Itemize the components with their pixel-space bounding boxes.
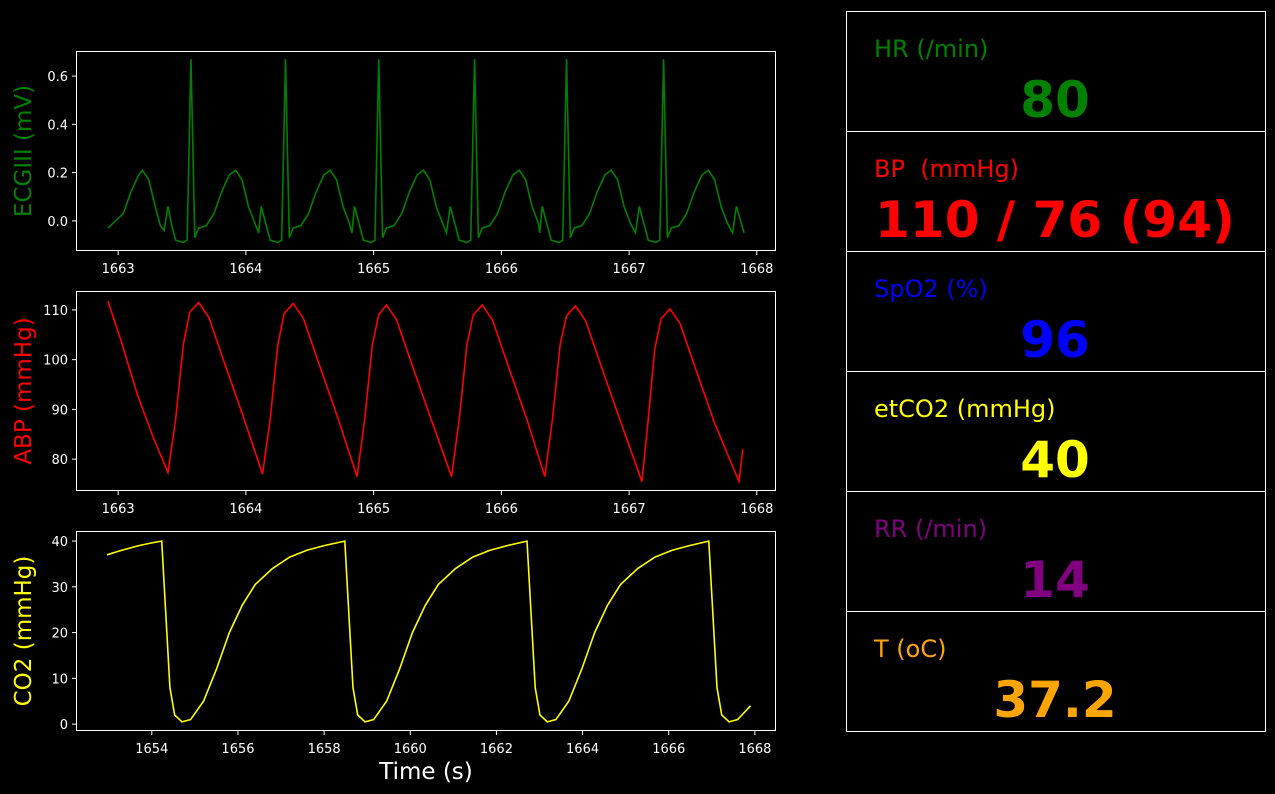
axes-frame xyxy=(76,291,776,491)
x-tick-label: 1660 xyxy=(394,742,427,757)
x-tick-label: 1658 xyxy=(308,742,341,757)
vital-value: 80 xyxy=(1020,71,1090,129)
x-tick-label: 1668 xyxy=(740,262,773,277)
y-tick-label: 0.2 xyxy=(47,167,68,182)
x-tick-label: 1664 xyxy=(229,502,262,517)
vital-box xyxy=(846,611,1266,732)
vital-label: RR (/min) xyxy=(874,515,987,543)
y-axis-label: CO2 (mmHg) xyxy=(11,556,37,707)
vital-value: 40 xyxy=(1020,431,1090,489)
y-tick-label: 100 xyxy=(43,354,68,369)
y-tick-label: 90 xyxy=(51,403,68,418)
vital-value: 14 xyxy=(1020,551,1090,609)
x-tick-label: 1666 xyxy=(485,262,518,277)
vital-label: etCO2 (mmHg) xyxy=(874,395,1056,423)
vital-label: HR (/min) xyxy=(874,35,988,63)
x-tick-label: 1665 xyxy=(357,502,390,517)
x-tick-label: 1665 xyxy=(357,262,390,277)
x-tick-label: 1666 xyxy=(652,742,685,757)
y-tick-label: 20 xyxy=(51,627,68,642)
x-tick-label: 1662 xyxy=(480,742,513,757)
x-tick-label: 1668 xyxy=(740,502,773,517)
y-tick-label: 110 xyxy=(43,304,68,319)
y-tick-label: 0.4 xyxy=(47,118,68,133)
y-tick-label: 0 xyxy=(60,718,68,733)
axes-frame xyxy=(76,531,776,731)
y-tick-label: 30 xyxy=(51,581,68,596)
x-tick-label: 1656 xyxy=(221,742,254,757)
x-tick-label: 1667 xyxy=(613,502,646,517)
x-tick-label: 1668 xyxy=(738,742,771,757)
y-tick-label: 10 xyxy=(51,672,68,687)
x-tick-label: 1664 xyxy=(229,262,262,277)
y-tick-label: 0.6 xyxy=(47,70,68,85)
waveform xyxy=(106,540,752,723)
x-tick-label: 1666 xyxy=(485,502,518,517)
vital-label: BP (mmHg) xyxy=(874,155,1019,183)
y-tick-label: 40 xyxy=(51,535,68,550)
vital-label: T (oC) xyxy=(873,635,946,663)
x-tick-label: 1664 xyxy=(566,742,599,757)
x-tick-label: 1667 xyxy=(613,262,646,277)
vital-value: 110 / 76 (94) xyxy=(875,191,1235,249)
x-axis-label: Time (s) xyxy=(378,759,473,785)
x-tick-label: 1663 xyxy=(102,502,135,517)
waveform xyxy=(107,300,744,485)
y-tick-label: 0.0 xyxy=(47,215,68,230)
vital-value: 37.2 xyxy=(993,671,1116,729)
y-axis-label: ECGIII (mV) xyxy=(11,85,37,217)
waveform xyxy=(107,59,745,244)
y-tick-label: 80 xyxy=(51,453,68,468)
axes-frame xyxy=(76,51,776,251)
x-tick-label: 1663 xyxy=(102,262,135,277)
vital-label: SpO2 (%) xyxy=(874,275,988,303)
y-axis-label: ABP (mmHg) xyxy=(11,317,37,464)
x-tick-label: 1654 xyxy=(135,742,168,757)
vital-value: 96 xyxy=(1020,311,1090,369)
